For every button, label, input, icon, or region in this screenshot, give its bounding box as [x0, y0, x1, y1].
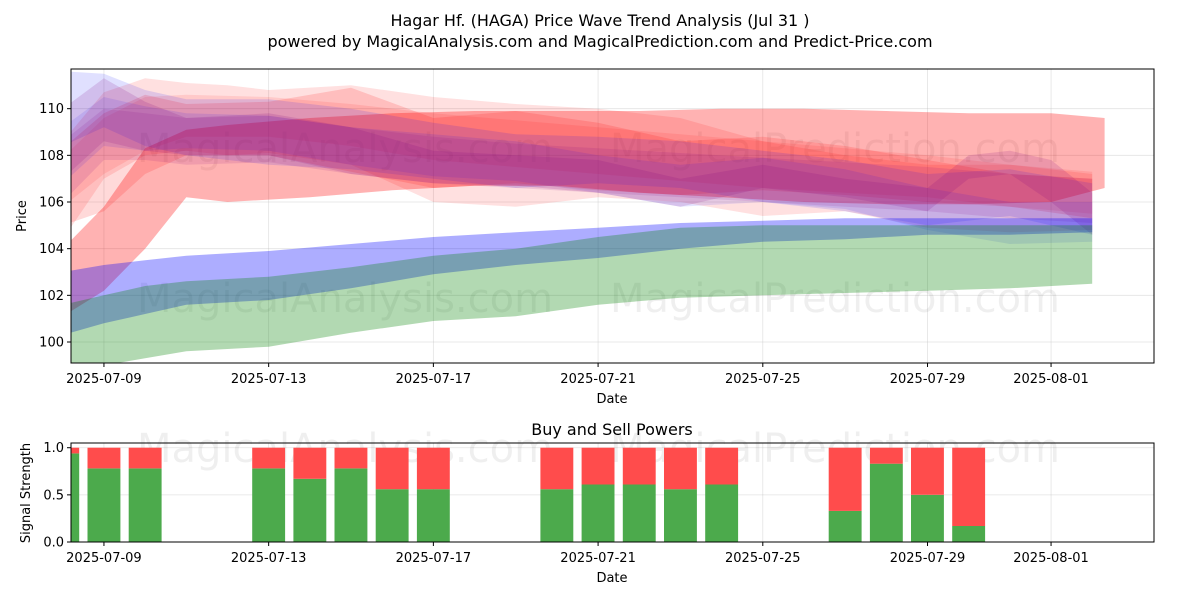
price-band-6: [71, 97, 1093, 244]
sell-bar: [252, 447, 286, 469]
watermark: MagicalPrediction.com: [610, 126, 1060, 172]
sell-bar: [622, 447, 656, 485]
buy-bar: [911, 494, 944, 542]
buy-bar: [581, 484, 615, 542]
price-bands: [71, 71, 1105, 363]
buy-bar: [334, 468, 368, 542]
sell-bar: [664, 447, 697, 490]
price-band-1: [71, 108, 1105, 312]
sell-bar: [416, 447, 450, 490]
signal-bars: [71, 447, 986, 542]
x-tick-label: 2025-07-13: [231, 551, 307, 566]
sell-bar: [540, 447, 574, 490]
y-tick-label: 100: [39, 336, 64, 351]
buy-bar: [416, 489, 450, 542]
chart-title: Hagar Hf. (HAGA) Price Wave Trend Analys…: [390, 11, 809, 30]
x-tick-label: 2025-07-29: [890, 372, 966, 387]
sell-bar: [375, 447, 409, 490]
sell-bar: [71, 447, 80, 454]
sell-bar: [952, 447, 986, 526]
y-tick-label: 108: [39, 149, 64, 164]
buy-bar: [252, 468, 286, 542]
buy-bar: [952, 526, 986, 542]
sell-bar: [293, 447, 327, 479]
x-tick-label: 2025-07-25: [725, 551, 801, 566]
signal-plot-frame: [70, 442, 1155, 543]
x-tick-label: 2025-08-01: [1013, 372, 1089, 387]
buy-bar: [293, 478, 327, 542]
price-band-3: [71, 78, 1093, 233]
signal-x-axis-title: Date: [596, 571, 627, 586]
x-tick-label: 2025-07-25: [725, 372, 801, 387]
sell-bar: [705, 447, 739, 485]
signal-y-axis-title: Signal Strength: [19, 443, 34, 543]
y-tick-label: 102: [39, 289, 64, 304]
x-tick-label: 2025-07-21: [560, 551, 636, 566]
price-band-2: [71, 87, 1093, 223]
buy-bar: [128, 468, 162, 542]
price-x-axis-title: Date: [596, 392, 627, 407]
x-tick-label: 2025-07-21: [560, 372, 636, 387]
y-tick-label: 1.0: [43, 441, 64, 456]
price-y-axis: 100 102 104 106 108 110: [39, 102, 71, 351]
signal-chart: Buy and Sell Powers MagicalAnalysis.com …: [19, 420, 1155, 586]
price-band-5: [71, 71, 1093, 235]
x-tick-label: 2025-07-17: [396, 372, 472, 387]
sell-bar: [828, 447, 862, 511]
signal-x-axis: 2025-07-09 2025-07-13 2025-07-17 2025-07-21…: [66, 542, 1089, 566]
y-tick-label: 0.5: [43, 488, 64, 503]
price-grid: [71, 69, 1154, 363]
sell-bar: [87, 447, 121, 469]
price-band-9: [71, 218, 1093, 333]
buy-bar: [71, 453, 80, 542]
price-y-axis-title: Price: [15, 200, 30, 232]
y-tick-label: 106: [39, 196, 64, 211]
buy-bar: [828, 510, 862, 542]
price-band-8: [71, 108, 1093, 223]
price-band-4: [71, 94, 1093, 214]
watermark: MagicalPrediction.com: [610, 276, 1060, 322]
price-watermarks: MagicalAnalysis.com MagicalPrediction.co…: [137, 126, 1060, 322]
buy-bar: [622, 484, 656, 542]
price-band-7: [71, 78, 1093, 235]
sell-bar: [911, 447, 944, 495]
y-tick-label: 110: [39, 102, 64, 117]
signal-chart-title: Buy and Sell Powers: [531, 420, 693, 439]
y-tick-label: 0.0: [43, 536, 64, 551]
price-band-10: [71, 225, 1093, 363]
sell-bar: [334, 447, 368, 469]
price-chart: MagicalAnalysis.com MagicalPrediction.co…: [15, 68, 1155, 407]
buy-bar: [540, 489, 574, 542]
price-plot-frame: [70, 68, 1155, 364]
x-tick-label: 2025-07-29: [890, 551, 966, 566]
x-tick-label: 2025-08-01: [1013, 551, 1089, 566]
buy-bar: [664, 489, 697, 542]
sell-bar: [128, 447, 162, 469]
sell-bar: [581, 447, 615, 485]
x-tick-label: 2025-07-13: [231, 372, 307, 387]
signal-y-axis: 0.0 0.5 1.0: [43, 441, 71, 551]
buy-bar: [87, 468, 121, 542]
watermark: MagicalAnalysis.com: [137, 126, 553, 172]
x-tick-label: 2025-07-17: [396, 551, 472, 566]
watermark: MagicalAnalysis.com: [137, 276, 553, 322]
sell-bar: [869, 447, 903, 464]
buy-bar: [869, 463, 903, 542]
x-tick-label: 2025-07-09: [66, 372, 142, 387]
chart-subtitle: powered by MagicalAnalysis.com and Magic…: [267, 32, 932, 51]
buy-bar: [705, 484, 739, 542]
x-tick-label: 2025-07-09: [66, 551, 142, 566]
y-tick-label: 104: [39, 242, 64, 257]
price-x-axis: 2025-07-09 2025-07-13 2025-07-17 2025-07-21…: [66, 363, 1089, 387]
buy-bar: [375, 489, 409, 542]
